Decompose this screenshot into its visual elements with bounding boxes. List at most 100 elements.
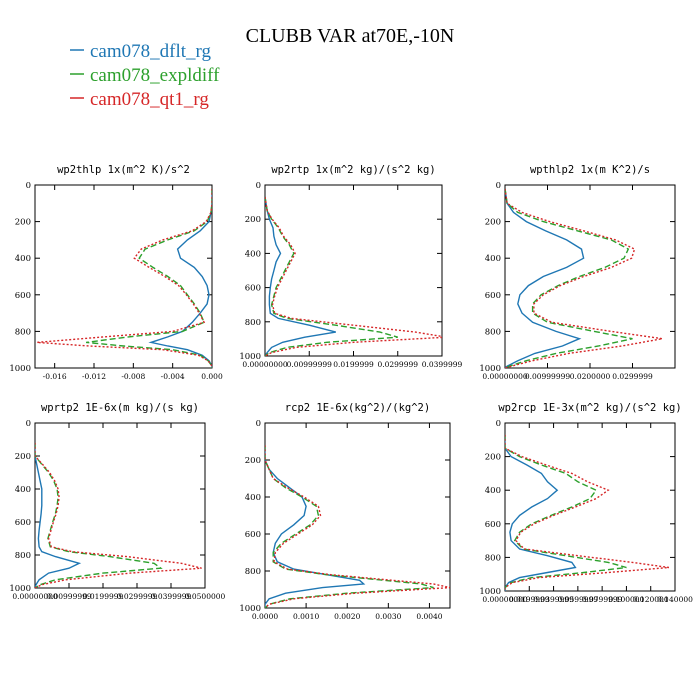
x-tick-label: 0.0799999 — [582, 595, 623, 604]
legend: cam078_dflt_rg cam078_expldiff cam078_qt… — [70, 41, 220, 110]
plot-frame — [34, 184, 213, 369]
y-tick-label: 400 — [485, 254, 501, 264]
y-tick-label: 200 — [245, 456, 261, 466]
x-tick-label: 0.00999999 — [46, 592, 92, 601]
x-tick-label: 0.0599999 — [558, 595, 599, 604]
series-line-1 — [505, 434, 627, 591]
series-line-0 — [35, 442, 82, 588]
y-tick-label: 400 — [15, 254, 31, 264]
x-tick-label: 0.120000 — [633, 595, 669, 604]
x-tick-label: 0.00000000 — [482, 595, 528, 604]
plot-frame — [264, 184, 443, 357]
x-tick-label: 0.00000000 — [12, 592, 58, 601]
panel-4: rcp2 1E-6x(kg^2)/(kg^2) 0 200 400 600 800 1000… — [239, 402, 451, 621]
x-tick-label: 0.000 — [201, 372, 223, 381]
panel-title: wp2rtp 1x(m^2 kg)/(s^2 kg) — [271, 164, 435, 176]
y-tick-label: 800 — [245, 567, 261, 577]
x-tick-label: 0.0399999 — [151, 592, 192, 601]
figure-title: CLUBB VAR at70E,-10N — [246, 25, 455, 47]
y-tick-label: 0 — [256, 419, 261, 429]
x-tick-label: 0.0399999 — [422, 360, 463, 369]
y-tick-label: 800 — [485, 327, 501, 337]
x-tick-label: 0.0299999 — [377, 360, 418, 369]
series-line-2 — [35, 442, 202, 588]
panel-title: rcp2 1E-6x(kg^2)/(kg^2) — [285, 402, 430, 414]
y-tick-label: 0 — [496, 419, 501, 429]
y-tick-label: 0 — [496, 181, 501, 191]
legend-label-2: cam078_qt1_rg — [90, 89, 209, 110]
y-tick-label: 0 — [26, 419, 31, 429]
y-tick-label: 1000 — [9, 584, 31, 594]
y-tick-label: 400 — [245, 493, 261, 503]
series-line-1 — [35, 442, 163, 588]
panel-5: wp2rcp 1E-3x(m^2 kg)/(s^2 kg) 0 200 400 600 8… — [479, 402, 693, 604]
y-tick-label: 0 — [256, 181, 261, 191]
x-tick-label: 0.0030 — [375, 612, 401, 621]
x-tick-label: 0.0500000 — [185, 592, 226, 601]
y-tick-label: 800 — [15, 327, 31, 337]
x-tick-label: 0.140000 — [657, 595, 693, 604]
y-tick-label: 600 — [15, 518, 31, 528]
series-line-0 — [265, 196, 336, 356]
y-tick-label: 1000 — [479, 364, 501, 374]
y-tick-label: 600 — [485, 520, 501, 530]
x-tick-label: 0.0010 — [293, 612, 319, 621]
legend-entry-2: cam078_qt1_rg — [70, 89, 209, 110]
y-tick-label: 800 — [485, 553, 501, 563]
panel-title: wpthlp2 1x(m K^2)/s — [530, 164, 650, 176]
y-tick-label: 1000 — [239, 604, 261, 614]
plot-frame — [504, 184, 676, 369]
x-tick-label: 0.0299999 — [612, 372, 653, 381]
y-tick-label: 1000 — [9, 364, 31, 374]
y-tick-label: 400 — [245, 249, 261, 259]
y-tick-label: 800 — [15, 551, 31, 561]
x-tick-label: -0.012 — [82, 372, 106, 381]
x-tick-label: 0.0399999 — [533, 595, 574, 604]
x-tick-label: 0.0200000 — [570, 372, 611, 381]
panel-title: wp2thlp 1x(m^2 K)/s^2 — [57, 164, 190, 176]
y-tick-label: 800 — [245, 318, 261, 328]
y-tick-label: 400 — [15, 485, 31, 495]
x-tick-label: 0.0000 — [252, 612, 278, 621]
x-tick-label: 0.0199999 — [509, 595, 550, 604]
series-line-0 — [505, 434, 577, 591]
y-tick-label: 600 — [245, 530, 261, 540]
panel-3: wprtp2 1E-6x(m kg)/(s kg) 0 200 400 600 800 10… — [9, 402, 225, 601]
series-line-1 — [265, 445, 434, 608]
panel-2: wpthlp2 1x(m K^2)/s020040060080010000.00… — [479, 164, 676, 381]
y-tick-label: 600 — [245, 284, 261, 294]
panel-0: wp2thlp 1x(m^2 K)/s^2 0 200 400 600 800 1000 -0… — [9, 164, 223, 381]
x-tick-label: -0.004 — [161, 372, 185, 381]
series-line-2 — [505, 434, 669, 591]
x-tick-label: 0.0199999 — [83, 592, 124, 601]
y-tick-label: 600 — [15, 291, 31, 301]
legend-entry-0: cam078_dflt_rg — [70, 41, 212, 62]
y-tick-label: 1000 — [239, 352, 261, 362]
x-tick-label: 0.0020 — [334, 612, 360, 621]
y-tick-label: 0 — [26, 181, 31, 191]
x-tick-label: 0.00999999 — [525, 372, 571, 381]
series-line-1 — [86, 188, 212, 368]
legend-label-0: cam078_dflt_rg — [90, 41, 212, 62]
x-tick-label: -0.016 — [43, 372, 67, 381]
panel-grid: wp2thlp 1x(m^2 K)/s^2 0 200 400 600 800 1000 -0… — [9, 164, 693, 621]
y-tick-label: 200 — [15, 452, 31, 462]
plot-frame — [34, 422, 206, 589]
y-tick-label: 400 — [485, 486, 501, 496]
series-line-0 — [265, 445, 366, 608]
series-line-0 — [148, 188, 212, 368]
x-tick-label: 0.00999999 — [287, 360, 333, 369]
x-tick-label: 0.00000000 — [242, 360, 288, 369]
series-line-1 — [265, 196, 398, 356]
x-tick-label: 0.00000000 — [482, 372, 528, 381]
y-tick-label: 200 — [485, 453, 501, 463]
x-tick-label: 0.0299999 — [117, 592, 158, 601]
panel-title: wprtp2 1E-6x(m kg)/(s kg) — [41, 402, 199, 414]
y-tick-label: 200 — [485, 218, 501, 228]
series-line-1 — [505, 188, 633, 368]
y-tick-label: 200 — [245, 215, 261, 225]
y-tick-label: 600 — [485, 291, 501, 301]
panel-title: wp2rcp 1E-3x(m^2 kg)/(s^2 kg) — [498, 402, 681, 414]
panel-1: wp2rtp 1x(m^2 kg)/(s^2 kg) 0 200 400 600 800 1… — [239, 164, 462, 369]
